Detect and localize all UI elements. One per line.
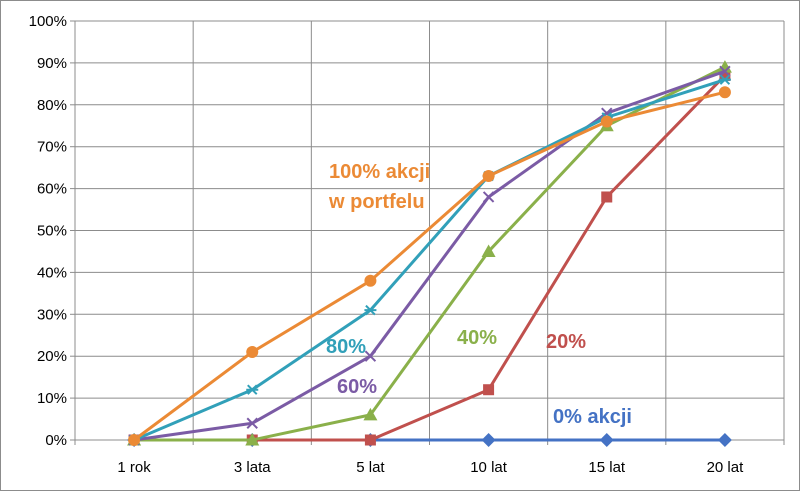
data-point: [601, 191, 613, 203]
data-point: [719, 65, 731, 77]
x-tick-label: 3 lata: [234, 459, 271, 476]
data-point: [717, 60, 732, 73]
y-tick-label: 90%: [37, 55, 67, 72]
y-tick-label: 50%: [37, 223, 67, 240]
data-point: [717, 433, 732, 447]
y-tick-label: 60%: [37, 181, 67, 198]
y-tick-label: 100%: [29, 13, 67, 30]
data-point: [600, 115, 613, 128]
data-point: [128, 434, 141, 446]
data-point: [246, 346, 259, 359]
y-tick-label: 0%: [45, 432, 67, 449]
data-point: [245, 433, 260, 446]
data-point: [482, 170, 495, 183]
y-tick-label: 70%: [37, 139, 67, 156]
data-point: [246, 417, 258, 429]
annotation-line: 100% akcji: [329, 161, 430, 183]
data-point: [364, 304, 377, 316]
x-axis-ticks: 1 rok 3 lata 5 lat 10 lat 15 lat 20 lat: [74, 440, 785, 476]
y-tick-label: 20%: [37, 348, 67, 365]
series-group: [127, 60, 732, 447]
series-line: [133, 90, 726, 442]
annotation-line: 60%: [337, 376, 377, 398]
data-point: [599, 433, 614, 447]
annotation-line: 0% akcji: [553, 406, 632, 428]
series-line: [133, 69, 726, 442]
series-line: [133, 78, 726, 442]
data-point: [481, 433, 496, 447]
annotation-line: 80%: [326, 336, 366, 358]
annotation-label: 40%: [457, 327, 497, 349]
gridlines: [75, 20, 785, 440]
x-tick-label: 10 lat: [470, 459, 508, 476]
data-point: [364, 274, 377, 287]
annotation-label: 100% akcji w portfelu: [328, 161, 430, 213]
annotation-line: 40%: [457, 327, 497, 349]
y-tick-label: 80%: [37, 97, 67, 114]
data-point: [719, 69, 731, 81]
y-tick-label: 40%: [37, 264, 67, 281]
annotation-label: 80%: [326, 336, 366, 358]
x-tick-label: 1 rok: [117, 459, 151, 476]
data-point: [246, 384, 259, 395]
annotation-line: 20%: [546, 331, 586, 353]
y-tick-label: 30%: [37, 306, 67, 323]
data-point: [364, 434, 376, 446]
y-tick-label: 10%: [37, 390, 67, 407]
data-point: [718, 74, 731, 85]
data-point: [718, 86, 731, 99]
annotation-label: 60%: [337, 376, 377, 398]
data-point: [481, 244, 496, 257]
x-tick-label: 15 lat: [588, 459, 626, 476]
data-point: [363, 407, 378, 421]
data-point: [364, 350, 377, 362]
x-tick-label: 20 lat: [707, 459, 745, 476]
x-tick-label: 5 lat: [356, 459, 385, 476]
y-axis-ticks: 0% 10% 20% 30% 40% 50% 60% 70% 80% 90% 100%: [29, 13, 75, 449]
data-point: [482, 191, 495, 203]
annotation-line: w portfelu: [328, 191, 425, 213]
series-5: [128, 86, 731, 446]
annotation-label: 20%: [546, 331, 586, 353]
annotation-label: 0% akcji: [553, 406, 632, 428]
series-3: [128, 65, 731, 446]
annotations: 100% akcji w portfelu 80% 60% 40% 20% 0% akcji: [326, 161, 632, 428]
data-point: [483, 384, 495, 396]
